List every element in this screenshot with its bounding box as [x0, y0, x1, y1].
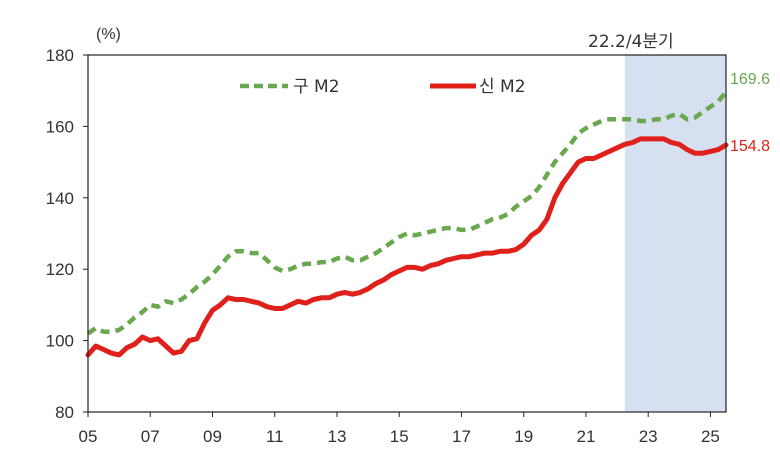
end-value-label-new-m2: 154.8 [730, 138, 770, 155]
x-tick-label: 15 [390, 427, 409, 446]
y-tick-label: 140 [46, 189, 74, 208]
x-tick-label: 05 [79, 427, 98, 446]
x-tick-label: 17 [452, 427, 471, 446]
legend-label-old-m2: 구 M2 [293, 77, 340, 97]
shaded-period [624, 55, 726, 412]
x-tick-label: 23 [639, 427, 658, 446]
x-tick-label: 11 [266, 427, 284, 446]
shaded-period-label: 22.2/4분기 [588, 32, 674, 52]
end-value-label-old-m2: 169.6 [730, 71, 770, 88]
y-tick-label: 100 [46, 332, 74, 351]
x-tick-label: 21 [576, 427, 595, 446]
y-unit-label: (%) [96, 26, 121, 43]
y-tick-label: 120 [46, 260, 74, 279]
x-tick-label: 25 [701, 427, 720, 446]
y-tick-label: 180 [46, 46, 74, 65]
series-line-old-m2 [86, 90, 728, 336]
x-tick-label: 13 [328, 427, 347, 446]
y-tick-label: 160 [46, 117, 74, 136]
legend-label-new-m2: 신 M2 [479, 77, 526, 97]
y-tick-label: 80 [55, 403, 74, 422]
x-tick-label: 19 [514, 427, 533, 446]
x-tick-label: 07 [141, 427, 160, 446]
plot-frame [87, 54, 727, 413]
x-tick-label: 09 [203, 427, 222, 446]
series-line-new-m2 [85, 136, 729, 358]
